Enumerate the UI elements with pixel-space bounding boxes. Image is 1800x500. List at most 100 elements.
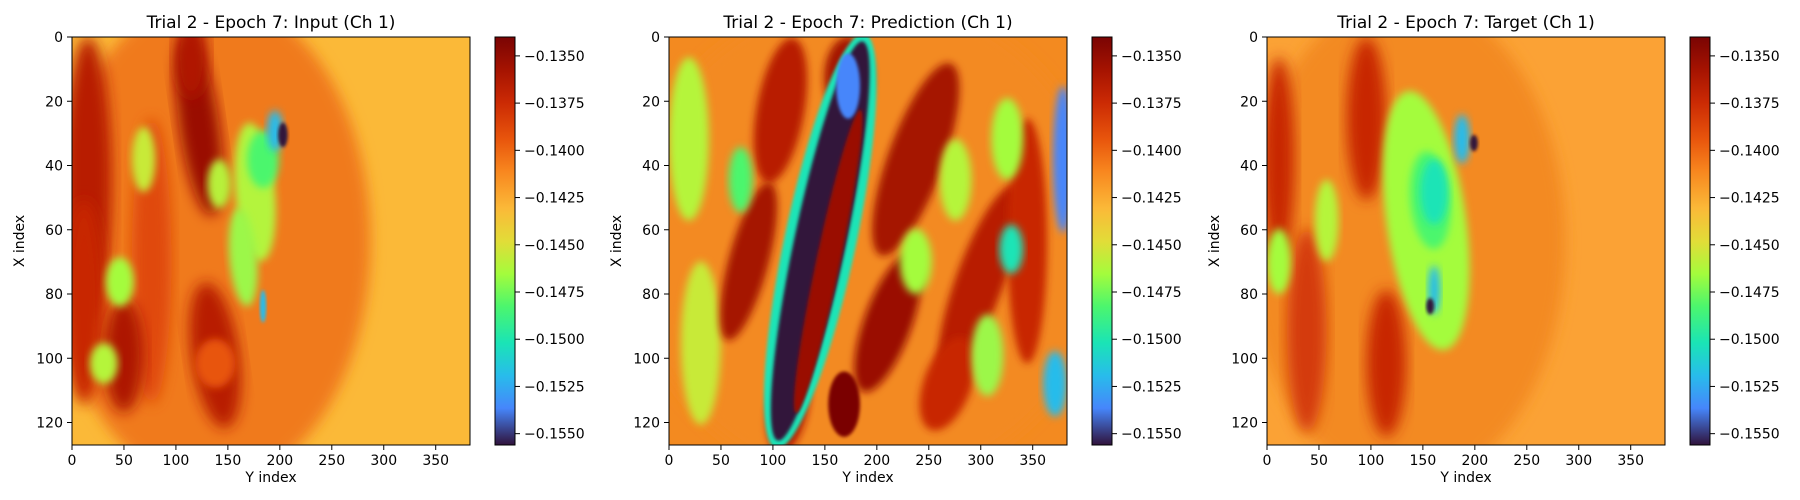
- x-tick-label: 350: [422, 453, 449, 469]
- y-tick-label: 40: [642, 159, 660, 175]
- heatmap-field-blob: [1366, 289, 1407, 437]
- x-tick-label: 150: [1410, 453, 1437, 469]
- colorbar-tick-label: −0.1375: [1719, 96, 1780, 112]
- x-tick-label: 200: [1461, 453, 1488, 469]
- colorbar-tick-label: −0.1350: [1121, 49, 1182, 65]
- x-tick-label: 100: [1358, 453, 1385, 469]
- colorbar-tick-label: −0.1525: [1719, 379, 1780, 395]
- heatmap-field-blob: [899, 228, 932, 295]
- colorbar-tick-label: −0.1350: [1719, 49, 1780, 65]
- y-axis-label: X index: [609, 215, 625, 267]
- heatmap-field-blob: [937, 185, 1021, 378]
- y-tick-label: 60: [1240, 223, 1258, 239]
- heatmap-field-blob: [175, 37, 208, 99]
- heatmap-image: [72, 37, 470, 445]
- y-tick-label: 100: [633, 351, 660, 367]
- x-tick-label: 200: [863, 453, 890, 469]
- heatmap-field-blob: [1043, 351, 1067, 417]
- x-tick-label: 200: [266, 453, 293, 469]
- heatmap-field-blob: [1286, 228, 1327, 433]
- x-tick-label: 300: [967, 453, 994, 469]
- colorbar-tick-label: −0.1525: [524, 379, 585, 395]
- heatmap-field-blob: [228, 208, 258, 307]
- x-tick-label: 350: [1019, 453, 1046, 469]
- colorbar-tick-label: −0.1375: [524, 96, 585, 112]
- colorbar-frame: [1091, 36, 1113, 446]
- heatmap-field-blob: [1314, 179, 1339, 262]
- colorbar: [495, 37, 515, 445]
- heatmap-field-blob: [1267, 57, 1295, 262]
- heatmap-field-blob: [207, 159, 232, 209]
- plot-frame: [668, 36, 1068, 446]
- heatmap-field-blob: [770, 41, 870, 441]
- y-tick-label: 0: [54, 30, 63, 46]
- chart-title: Trial 2 - Epoch 7: Prediction (Ch 1): [722, 13, 1012, 33]
- x-tick-label: 100: [163, 453, 190, 469]
- heatmap-field-blob: [728, 147, 753, 213]
- colorbar-tick-label: −0.1550: [1121, 427, 1182, 443]
- y-axis-label: X index: [12, 215, 28, 267]
- heatmap-field-blob: [1053, 85, 1067, 233]
- x-tick-label: 0: [665, 453, 674, 469]
- colorbar-tick-label: −0.1425: [524, 191, 585, 207]
- heatmap-field-blob: [278, 122, 288, 148]
- x-tick-label: 150: [215, 453, 242, 469]
- colorbar-tick-label: −0.1525: [1121, 379, 1182, 395]
- y-tick-label: 20: [642, 94, 660, 110]
- heatmap-field-blob: [1454, 114, 1470, 164]
- colorbar-tick-label: −0.1500: [1719, 332, 1780, 348]
- heatmap-field-blob: [680, 261, 721, 425]
- heatmap-field-blob: [89, 343, 118, 384]
- colorbar: [1690, 37, 1710, 445]
- heatmap-field-blob: [1007, 118, 1048, 364]
- y-tick-label: 120: [1231, 416, 1258, 432]
- heatmap-field-blob: [828, 371, 861, 437]
- colorbar-tick-label: −0.1475: [524, 285, 585, 301]
- x-tick-label: 50: [712, 453, 730, 469]
- y-tick-label: 80: [642, 287, 660, 303]
- x-tick-label: 300: [1565, 453, 1592, 469]
- y-tick-label: 80: [1240, 287, 1258, 303]
- x-tick-label: 250: [1513, 453, 1540, 469]
- colorbar-tick-label: −0.1450: [1121, 238, 1182, 254]
- colorbar-tick-label: −0.1400: [1121, 143, 1182, 159]
- heatmap-panel-3: 0 50 100 150 200 250 300 350 0 20 40 60 80 100 120 Tria…: [1207, 13, 1780, 486]
- x-tick-label: 300: [370, 453, 397, 469]
- colorbar-tick-label: −0.1375: [1121, 96, 1182, 112]
- colorbar-tick-label: −0.1450: [1719, 238, 1780, 254]
- colorbar-tick-label: −0.1500: [524, 332, 585, 348]
- heatmap-field-blob: [872, 63, 960, 256]
- x-axis-label: Y index: [1439, 470, 1491, 486]
- chart-title: Trial 2 - Epoch 7: Target (Ch 1): [1336, 13, 1594, 33]
- colorbar-tick-label: −0.1400: [1719, 143, 1780, 159]
- heatmap-field-blob: [1420, 159, 1449, 225]
- colorbar-tick-label: −0.1400: [524, 143, 585, 159]
- heatmap-field-blob: [105, 257, 134, 307]
- colorbar-tick-label: −0.1350: [524, 49, 585, 65]
- heatmap-field-blob: [1346, 37, 1387, 201]
- x-axis-label: Y index: [244, 470, 296, 486]
- x-axis-label: Y index: [841, 470, 893, 486]
- y-tick-label: 80: [45, 287, 63, 303]
- heatmap-field-blob: [919, 337, 976, 431]
- x-tick-label: 250: [915, 453, 942, 469]
- y-tick-label: 0: [651, 30, 660, 46]
- heatmap-panel-2: 0 50 100 150 200 250 300 350 0 20 40 60 80 100 120 Tria…: [609, 13, 1182, 486]
- heatmap-field-blob: [1469, 134, 1478, 152]
- heatmap-image: [1267, 37, 1665, 445]
- x-tick-label: 250: [318, 453, 345, 469]
- plot-frame: [71, 36, 471, 446]
- colorbar-frame: [1689, 36, 1711, 446]
- heatmap-field-blob: [999, 224, 1024, 274]
- y-axis-label: X index: [1207, 215, 1223, 267]
- y-tick-label: 40: [1240, 159, 1258, 175]
- x-tick-label: 50: [1310, 453, 1328, 469]
- y-tick-label: 120: [36, 416, 63, 432]
- heatmap-panels: 0 50 100 150 200 250 300 350 0 20 40 60 80 100 120 Tria…: [12, 13, 1780, 486]
- y-tick-label: 100: [36, 351, 63, 367]
- x-tick-label: 50: [115, 453, 133, 469]
- colorbar-tick-label: −0.1425: [1719, 191, 1780, 207]
- heatmap-field-blob: [720, 182, 778, 341]
- heatmap-field-blob: [836, 53, 861, 119]
- heatmap-field-blob: [991, 98, 1024, 180]
